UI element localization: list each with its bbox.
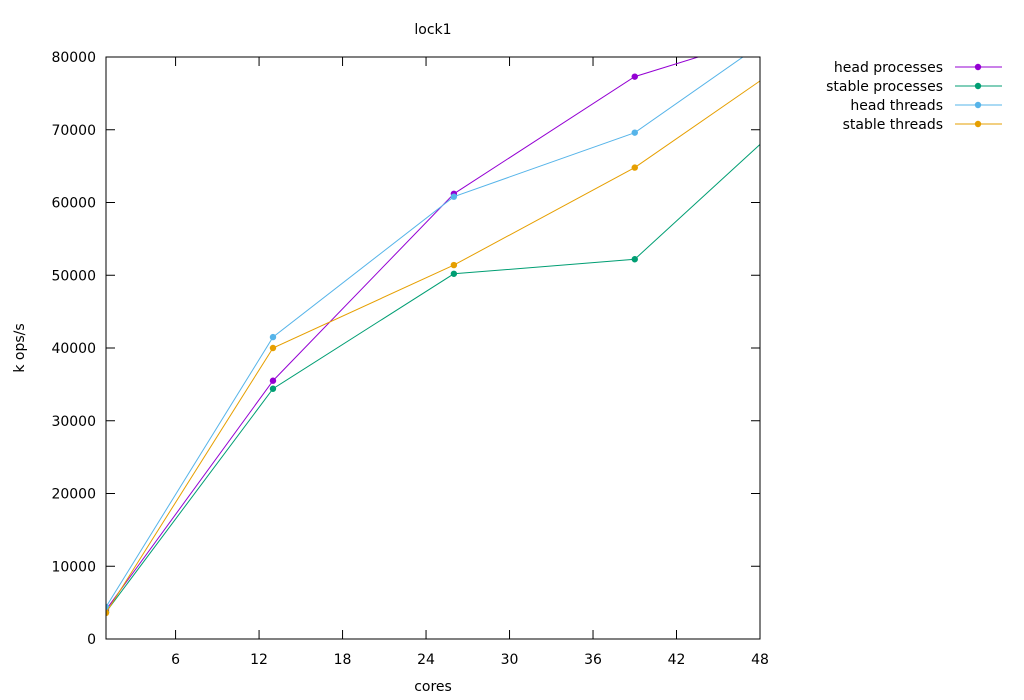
legend-label: stable threads (843, 117, 943, 133)
plot-frame (105, 56, 761, 640)
data-point (631, 164, 638, 171)
series-line (106, 57, 700, 611)
data-point (631, 129, 638, 136)
x-tick-label: 30 (501, 652, 519, 668)
legend-swatch-point (974, 120, 982, 128)
y-tick-label: 50000 (51, 268, 96, 284)
y-tick-label: 20000 (51, 487, 96, 503)
x-tick-label: 24 (417, 652, 435, 668)
x-tick-label: 18 (334, 652, 352, 668)
x-tick-label: 36 (584, 652, 602, 668)
series-line (106, 80, 760, 614)
y-axis-label: k ops/s (12, 323, 28, 372)
chart-title: lock1 (414, 22, 451, 38)
data-point (450, 193, 458, 200)
legend-label: stable processes (826, 79, 943, 95)
x-tick-label: 12 (250, 652, 268, 668)
data-point (812, 90, 818, 96)
data-point (269, 344, 277, 352)
legend: head processes stable processes head threa… (826, 60, 1002, 133)
y-tick-label: 30000 (51, 414, 96, 430)
data-point (812, 17, 818, 23)
data-point (812, 3, 818, 9)
data-point (450, 270, 458, 277)
y-tick-label: 0 (87, 632, 96, 648)
data-point (812, 39, 818, 45)
x-tick-label: 48 (751, 652, 769, 668)
series-line (106, 57, 744, 608)
y-tick-label: 70000 (51, 123, 96, 139)
y-tick-label: 60000 (51, 196, 96, 212)
data-point (106, 609, 110, 617)
y-axis-ticks: 0 10000 20000 30000 40000 50000 60000 70000 8000… (51, 50, 760, 648)
data-point (269, 333, 277, 341)
series-line (106, 143, 760, 613)
y-tick-label: 80000 (51, 50, 96, 66)
legend-swatch-point (974, 82, 982, 90)
legend-label: head threads (850, 98, 943, 114)
data-point (269, 385, 277, 392)
series-group (106, 3, 818, 617)
y-tick-label: 10000 (51, 559, 96, 575)
x-tick-label: 6 (171, 652, 180, 668)
y-tick-label: 40000 (51, 341, 96, 357)
x-axis-ticks: 6 12 18 24 30 36 42 48 (171, 57, 769, 668)
data-point (269, 377, 277, 384)
legend-label: head processes (834, 60, 943, 76)
x-axis-label: cores (414, 679, 452, 695)
data-point (450, 261, 458, 269)
data-point (631, 73, 638, 80)
legend-swatch-point (974, 63, 982, 71)
x-tick-label: 42 (668, 652, 686, 668)
data-point (631, 256, 638, 263)
legend-swatch-point (974, 101, 982, 109)
